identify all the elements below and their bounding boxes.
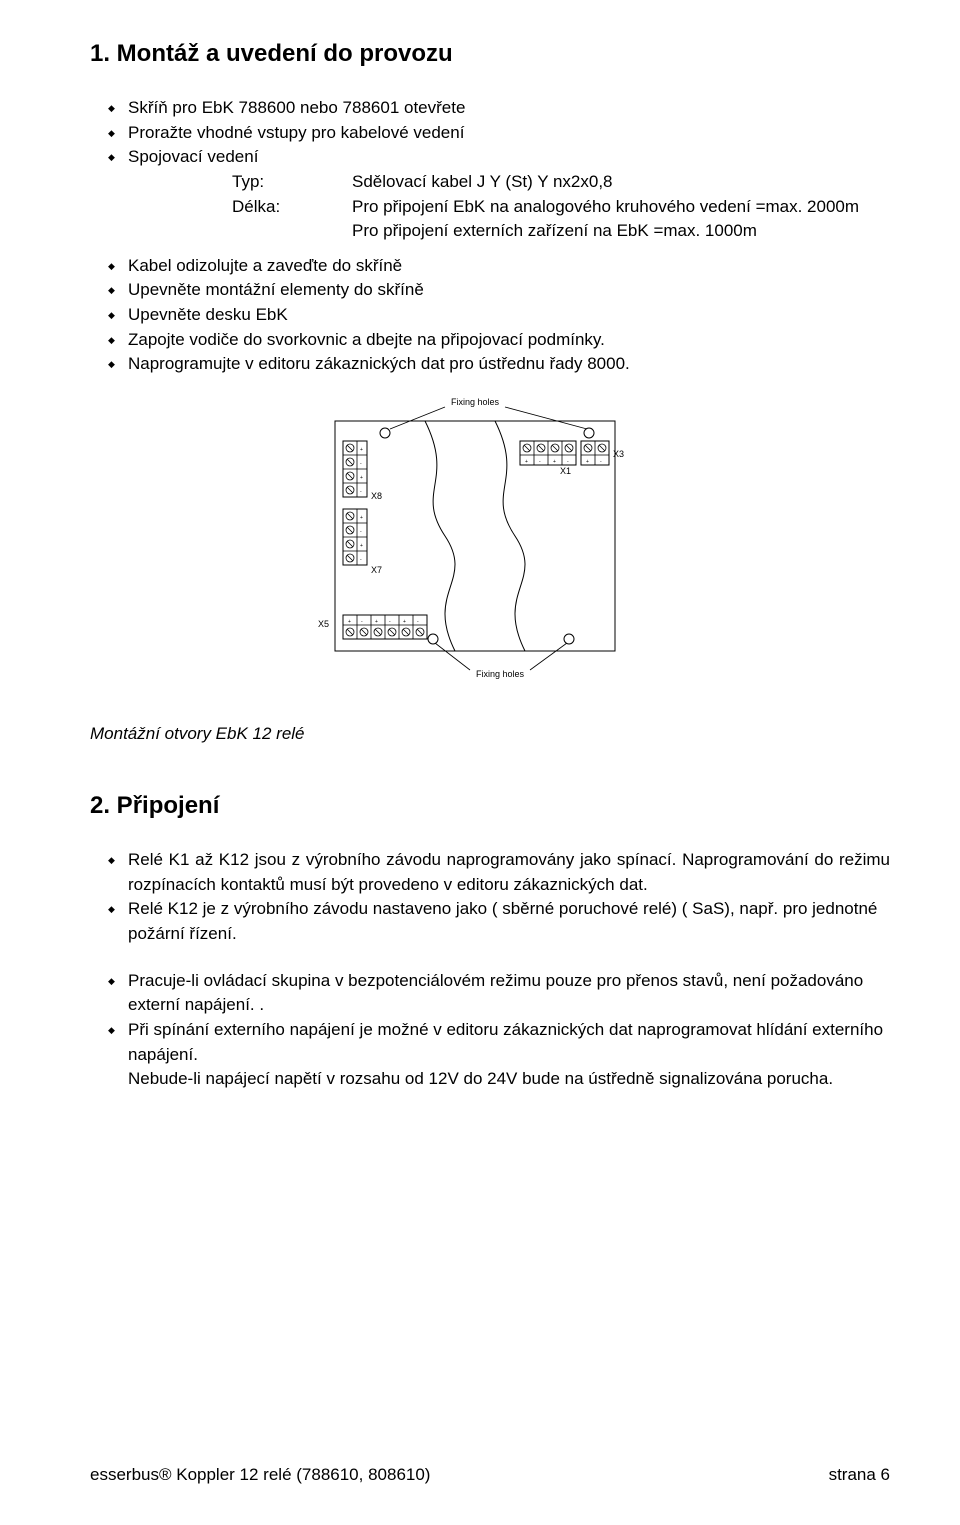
bullet-item: Pracuje-li ovládací skupina v bezpotenci… (108, 969, 890, 1018)
bullet-item: Spojovací vedení (108, 145, 890, 170)
bullet-item: Zapojte vodiče do svorkovnic a dbejte na… (108, 328, 890, 353)
page: 1. Montáž a uvedení do provozu Skříň pro… (0, 0, 960, 1525)
svg-text:+: + (360, 543, 363, 549)
fixing-holes-label-top: Fixing holes (451, 397, 500, 407)
bullet-item: Při spínání externího napájení je možné … (108, 1018, 890, 1067)
bullet-item: Naprogramujte v editoru zákaznických dat… (108, 352, 890, 377)
diagram: Fixing holes Fixing holes (90, 391, 890, 686)
label-x8: X8 (371, 491, 382, 501)
board-diagram-svg: Fixing holes Fixing holes (305, 391, 645, 681)
svg-text:+: + (586, 459, 589, 465)
svg-text:+: + (553, 459, 556, 465)
label-x7: X7 (371, 565, 382, 575)
kv-row: Délka: Pro připojení EbK na analogového … (232, 195, 890, 220)
bullet-item: Proražte vhodné vstupy pro kabelové vede… (108, 121, 890, 146)
kv-block: Typ: Sdělovací kabel J Y (St) Y nx2x0,8 … (90, 170, 890, 244)
kv-row: Typ: Sdělovací kabel J Y (St) Y nx2x0,8 (232, 170, 890, 195)
bullet-item: Kabel odizolujte a zaveďte do skříně (108, 254, 890, 279)
section2-title: 2. Připojení (90, 792, 890, 820)
bullet-item: Skříň pro EbK 788600 nebo 788601 otevřet… (108, 96, 890, 121)
diagram-caption: Montážní otvory EbK 12 relé (90, 724, 890, 744)
trailing-line: Nebude-li napájecí napětí v rozsahu od 1… (90, 1067, 890, 1092)
svg-text:+: + (360, 447, 363, 453)
footer: esserbus® Koppler 12 relé (788610, 80861… (90, 1465, 890, 1485)
footer-left: esserbus® Koppler 12 relé (788610, 80861… (90, 1465, 430, 1485)
kv-label: Typ: (232, 170, 352, 195)
section2-body: Relé K1 až K12 jsou z výrobního závodu n… (90, 848, 890, 1092)
svg-text:+: + (348, 619, 351, 625)
svg-text:+: + (360, 515, 363, 521)
section1-bullets-top: Skříň pro EbK 788600 nebo 788601 otevřet… (90, 96, 890, 170)
label-x3: X3 (613, 449, 624, 459)
svg-text:+: + (525, 459, 528, 465)
svg-text:+: + (360, 475, 363, 481)
label-x1: X1 (560, 466, 571, 476)
kv-value: Sdělovací kabel J Y (St) Y nx2x0,8 (352, 170, 890, 195)
kv-row: Pro připojení externích zařízení na EbK … (232, 219, 890, 244)
section2-bullets-2: Pracuje-li ovládací skupina v bezpotenci… (90, 969, 890, 1068)
bullet-item: Upevněte desku EbK (108, 303, 890, 328)
kv-label (232, 219, 352, 244)
section1-bullets-bottom: Kabel odizolujte a zaveďte do skříně Upe… (90, 254, 890, 377)
section1-title: 1. Montáž a uvedení do provozu (90, 40, 890, 68)
bullet-item: Upevněte montážní elementy do skříně (108, 278, 890, 303)
footer-right: strana 6 (829, 1465, 890, 1485)
kv-value: Pro připojení externích zařízení na EbK … (352, 219, 890, 244)
kv-value: Pro připojení EbK na analogového kruhové… (352, 195, 890, 220)
svg-text:+: + (403, 619, 406, 625)
kv-label: Délka: (232, 195, 352, 220)
label-x5: X5 (318, 619, 329, 629)
fixing-holes-label-bottom: Fixing holes (476, 669, 525, 679)
terminal-x3: +- X3 (581, 441, 624, 465)
svg-text:+: + (375, 619, 378, 625)
terminal-x5: +- +- +- X5 (318, 615, 427, 639)
section2-bullets-1: Relé K1 až K12 jsou z výrobního závodu n… (90, 848, 890, 947)
section1-body: Skříň pro EbK 788600 nebo 788601 otevřet… (90, 96, 890, 377)
bullet-item: Relé K1 až K12 jsou z výrobního závodu n… (108, 848, 890, 897)
bullet-item: Relé K12 je z výrobního závodu nastaveno… (108, 897, 890, 946)
